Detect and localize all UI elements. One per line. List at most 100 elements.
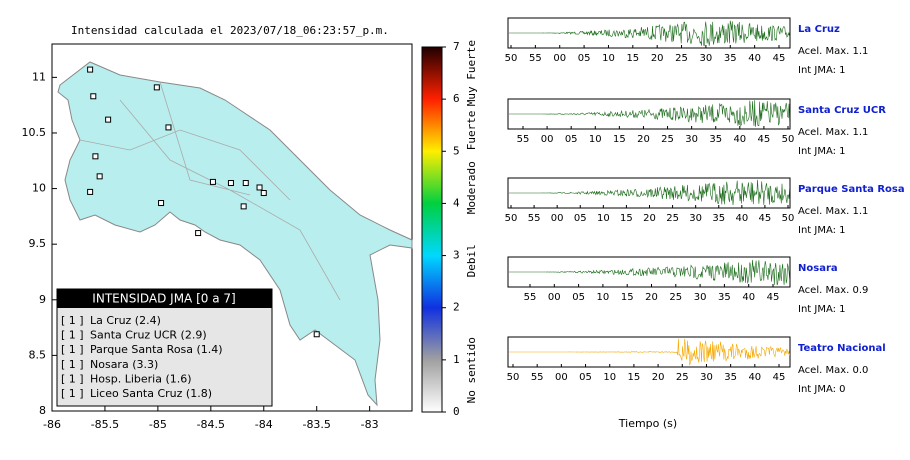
legend-title: INTENSIDAD JMA [0 a 7] (92, 292, 235, 306)
seismogram-tick-label: 00 (555, 372, 568, 383)
station-name: Nosara (798, 263, 838, 274)
roads (79, 81, 341, 301)
station-name: Teatro Nacional (798, 343, 886, 354)
seismogram-tick-label: 10 (602, 53, 615, 64)
x-tick-label: -83.5 (302, 418, 330, 431)
legend-station: La Cruz (2.4) (90, 314, 161, 327)
legend-jma: [ 1 ] (61, 329, 84, 342)
seismogram-tick-label: 45 (773, 372, 786, 383)
seismogram-tick-label: 40 (733, 134, 746, 145)
legend-header (57, 289, 272, 308)
colorbar-tick-label: 4 (453, 196, 460, 209)
seismogram-tick-label: 25 (666, 213, 679, 224)
seismogram-tick-label: 00 (551, 213, 564, 224)
seismogram-tick-label: 25 (669, 292, 682, 303)
seismogram-tick-label: 45 (767, 292, 780, 303)
seismogram-tick-label: 15 (628, 372, 641, 383)
colorbar-class-label: Fuerte (465, 111, 478, 151)
legend-jma: [ 1 ] (61, 343, 84, 356)
seismogram-tick-label: 20 (652, 372, 665, 383)
colorbar-tick-label: 3 (453, 249, 460, 262)
x-tick-label: -85.5 (91, 418, 119, 431)
seismogram-tick-label: 15 (613, 134, 626, 145)
legend-jma: [ 1 ] (61, 387, 84, 400)
acel-max: Acel. Max. 1.1 (798, 127, 868, 138)
station (313, 331, 320, 338)
land (57, 61, 413, 407)
seismogram-tick-label: 35 (718, 292, 731, 303)
colorbar-tick-label: 6 (453, 92, 460, 105)
station (153, 84, 160, 91)
colorbar-class-label: Muy Fuerte (465, 40, 478, 106)
seismogram-tick-label: 15 (620, 213, 633, 224)
seismogram-tick-label: 55 (524, 292, 537, 303)
seismogram-tick-label: 40 (742, 292, 755, 303)
station (256, 184, 263, 191)
colorbar-tick-label: 5 (453, 144, 460, 157)
colorbar (421, 46, 443, 413)
acel-max: Acel. Max. 0.0 (798, 365, 868, 376)
seismogram-tick-label: 15 (621, 292, 634, 303)
seismogram-tick-label: 50 (505, 53, 518, 64)
seismogram-tick-label: 55 (531, 372, 544, 383)
station (105, 116, 112, 123)
seismogram-tick-label: 40 (748, 53, 761, 64)
station (87, 66, 94, 73)
seismogram-tick-label: 30 (700, 372, 713, 383)
seismogram-tick-label: 05 (574, 213, 587, 224)
waveform (509, 338, 790, 366)
seismogram-tick-label: 10 (603, 372, 616, 383)
y-tick-label: 8 (39, 404, 46, 417)
seismogram-tick-label: 55 (529, 53, 542, 64)
legend-station: Liceo Santa Cruz (1.8) (90, 387, 212, 400)
seismogram-tick-label: 05 (578, 53, 591, 64)
y-tick-label: 10.5 (22, 126, 47, 139)
station-name: Santa Cruz UCR (798, 105, 886, 116)
seismogram-tick-label: 05 (572, 292, 585, 303)
legend-station: Parque Santa Rosa (1.4) (90, 343, 223, 356)
seismogram-tick-label: 45 (773, 53, 786, 64)
seismogram-tick-label: 50 (507, 372, 520, 383)
acel-max: Acel. Max. 1.1 (798, 206, 868, 217)
legend-jma: [ 1 ] (61, 314, 84, 327)
colorbar-tick-label: 1 (453, 353, 460, 366)
legend-box (56, 288, 273, 407)
seismogram-tick-label: 20 (643, 213, 656, 224)
x-tick-label: -85 (149, 418, 167, 431)
station (209, 178, 216, 185)
seismogram-tick-label: 35 (724, 53, 737, 64)
acel-max: Acel. Max. 0.9 (798, 285, 868, 296)
seismogram-tick-label: 45 (758, 134, 771, 145)
seismogram-tick-label: 35 (709, 134, 722, 145)
colorbar-class-label: Debil (465, 244, 478, 277)
station (87, 188, 94, 195)
station-name: Parque Santa Rosa (798, 184, 905, 195)
seismogram-tick-label: 55 (517, 134, 530, 145)
station (195, 230, 202, 237)
seismogram-tick-label: 20 (645, 292, 658, 303)
station-name: La Cruz (798, 24, 840, 35)
waveform (509, 259, 790, 286)
seismogram-tick-label: 45 (759, 213, 772, 224)
int-jma: Int JMA: 1 (798, 225, 846, 236)
seismogram-tick-label: 50 (782, 213, 795, 224)
seismogram-tick-label: 25 (676, 372, 689, 383)
seismogram-tick-label: 30 (700, 53, 713, 64)
seismogram-tick-label: 50 (782, 134, 795, 145)
y-tick-label: 11 (32, 70, 46, 83)
seismogram-tick-label: 15 (626, 53, 639, 64)
station (158, 200, 165, 207)
seismogram-tick-label: 30 (689, 213, 702, 224)
legend-station: Hosp. Liberia (1.6) (90, 372, 192, 385)
seismogram-tick-label: 25 (675, 53, 688, 64)
station (260, 190, 267, 197)
x-tick-label: -86 (43, 418, 61, 431)
waveform (509, 100, 790, 127)
acel-max: Acel. Max. 1.1 (798, 46, 868, 57)
x-tick-label: -84 (255, 418, 273, 431)
legend-station: Santa Cruz UCR (2.9) (90, 329, 207, 342)
station (92, 153, 99, 160)
int-jma: Int JMA: 1 (798, 304, 846, 315)
int-jma: Int JMA: 1 (798, 146, 846, 157)
